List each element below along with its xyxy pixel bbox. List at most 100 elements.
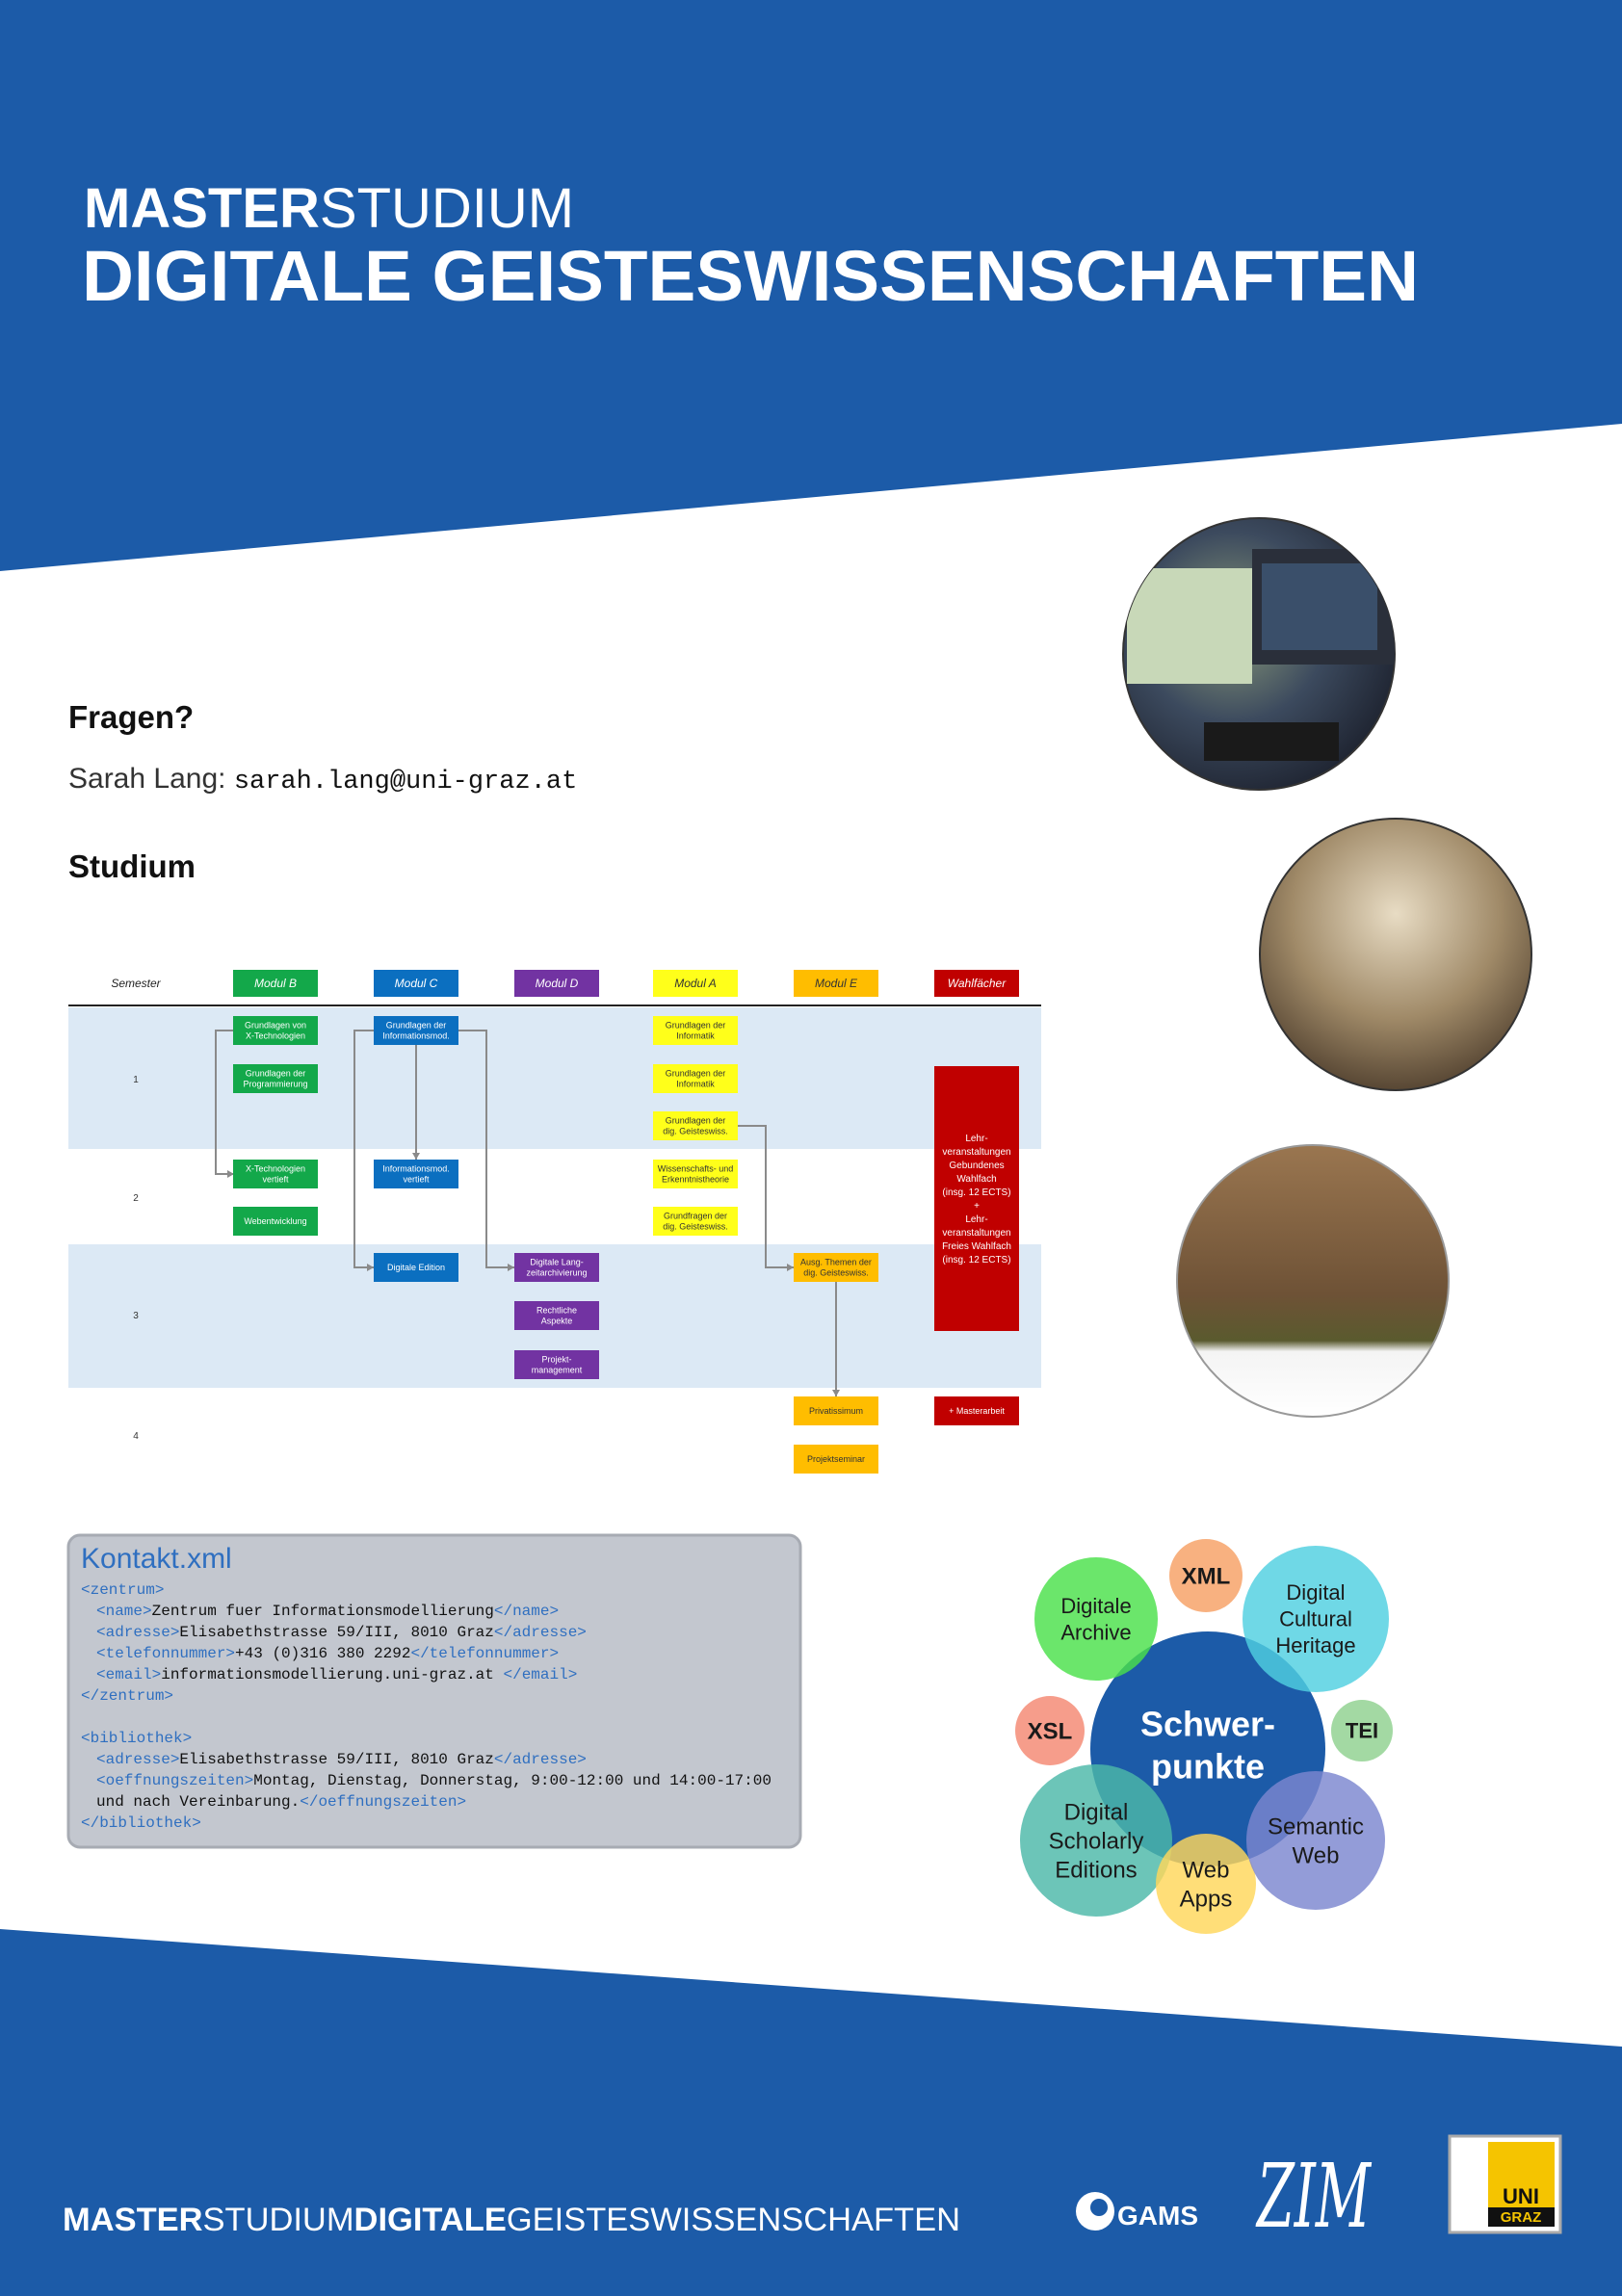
label-line: XSL xyxy=(1028,1718,1073,1744)
code-line: <email>informationsmodellierung.uni-graz… xyxy=(96,1666,577,1683)
topic-bubble xyxy=(1020,1764,1172,1917)
module-header xyxy=(794,970,878,997)
code-tag: <zentrum> xyxy=(81,1581,164,1599)
header-title: MASTERSTUDIUM xyxy=(84,177,574,240)
label: + Masterarbeit xyxy=(949,1406,1005,1416)
label: XSL xyxy=(1028,1718,1073,1744)
label: Grundlagen der dig. Geisteswiss. xyxy=(663,1116,728,1136)
code-line: <bibliothek> xyxy=(81,1730,192,1747)
course-box xyxy=(794,1445,878,1474)
code-title: Kontakt.xml xyxy=(81,1543,232,1575)
course-box xyxy=(653,1064,738,1093)
label: Projektseminar xyxy=(807,1454,865,1464)
logo-text: GAMS xyxy=(1117,2201,1198,2231)
semester-label: 1 xyxy=(133,1075,139,1085)
label-line: Privatissimum xyxy=(809,1406,863,1416)
course-box xyxy=(794,1253,878,1282)
topic-bubble xyxy=(1243,1546,1389,1692)
label-line: Digital xyxy=(1064,1799,1129,1825)
label-line: Heritage xyxy=(1275,1633,1355,1657)
code-line: <adresse>Elisabethstrasse 59/III, 8010 G… xyxy=(96,1751,587,1768)
label: Webentwicklung xyxy=(244,1216,306,1226)
gams-logo: GAMS xyxy=(1076,2192,1198,2231)
label: Privatissimum xyxy=(809,1406,863,1416)
label-line: Apps xyxy=(1180,1886,1233,1912)
topic-bubble xyxy=(1034,1557,1158,1681)
label-line: veranstaltungen xyxy=(942,1228,1010,1239)
label-line: TEI xyxy=(1346,1719,1378,1743)
label: Wissenschafts- und Erkenntnistheorie xyxy=(658,1164,734,1185)
section-heading: Fragen? xyxy=(68,699,194,735)
code-line: <telefonnummer>+43 (0)316 380 2292</tele… xyxy=(96,1645,559,1662)
code-line: </zentrum> xyxy=(81,1687,173,1705)
label-line: X-Technologien xyxy=(246,1164,305,1174)
code-tag: </telefonnummer> xyxy=(410,1645,559,1662)
label-line: Semantic xyxy=(1268,1813,1364,1839)
code-tag: </email> xyxy=(503,1666,577,1683)
contact-line: Sarah Lang: sarah.lang@uni-graz.at xyxy=(68,763,577,796)
code-tag: </oeffnungszeiten> xyxy=(300,1793,466,1811)
label-line: X-Technologien xyxy=(246,1031,305,1041)
label: Digital Cultural Heritage xyxy=(1275,1580,1355,1657)
module-header xyxy=(934,970,1019,997)
topic-bubble xyxy=(1169,1539,1243,1612)
course-box xyxy=(653,1016,738,1045)
label-line: dig. Geisteswiss. xyxy=(803,1268,869,1278)
course-box xyxy=(374,1253,458,1282)
label-line: Digitale xyxy=(1060,1594,1131,1618)
section-heading: Studium xyxy=(68,848,196,884)
topic-bubble xyxy=(1015,1696,1085,1765)
label-line: Digitale Lang- xyxy=(530,1258,584,1267)
footer-band xyxy=(0,1929,1622,2296)
topic-bubble xyxy=(1156,1834,1256,1934)
label-line: Lehr- xyxy=(965,1214,987,1225)
contact-name: Sarah Lang: xyxy=(68,763,225,795)
label: Grundfragen der dig. Geisteswiss. xyxy=(663,1212,728,1232)
label-line: Scholarly xyxy=(1049,1828,1144,1854)
code-tag: </adresse> xyxy=(494,1624,587,1641)
header-subtitle: DIGITALE GEISTESWISSENSCHAFTEN xyxy=(82,236,1419,316)
label-line: Informatik xyxy=(676,1080,715,1089)
label-line: Digital xyxy=(1286,1580,1345,1605)
label-line: vertieft xyxy=(262,1175,289,1185)
module-header xyxy=(653,970,738,997)
label: Grundlagen der Programmierung xyxy=(243,1069,307,1089)
code-line: <zentrum> xyxy=(81,1581,164,1599)
label-line: vertieft xyxy=(403,1175,430,1185)
code-block: <zentrum> <name>Zentrum fuer Informations… xyxy=(81,1581,772,1832)
label-line: Schwer- xyxy=(1140,1705,1275,1744)
label-line: Editions xyxy=(1055,1857,1137,1883)
column-header: Semester xyxy=(111,977,161,990)
footer-part: GEISTESWISSENSCHAFTEN xyxy=(507,2202,960,2238)
code-text: und nach Vereinbarung. xyxy=(96,1793,300,1811)
course-box xyxy=(794,1396,878,1425)
label: XML xyxy=(1182,1563,1231,1589)
label-line: Digitale Edition xyxy=(387,1263,445,1272)
code-tag: </zentrum> xyxy=(81,1687,173,1705)
module-header xyxy=(514,970,599,997)
label: Digitale Lang-zeitarchivierung xyxy=(526,1258,587,1278)
label-line: Grundlagen von xyxy=(245,1021,306,1031)
label-line: Freies Wahlfach xyxy=(942,1241,1011,1252)
footer-part: DIGITALE xyxy=(354,2202,507,2238)
code-text: Elisabethstrasse 59/III, 8010 Graz xyxy=(179,1751,493,1768)
logo-text: GRAZ xyxy=(1501,2209,1542,2226)
code-tag: </adresse> xyxy=(494,1751,587,1768)
course-box xyxy=(514,1350,599,1379)
module-name: Modul E xyxy=(815,977,858,990)
label: Digitale Edition xyxy=(387,1263,445,1272)
photo xyxy=(1259,818,1532,1091)
label-line: Grundlagen der xyxy=(666,1116,726,1126)
header-band xyxy=(0,0,1622,571)
label-line: Web xyxy=(1183,1857,1230,1883)
course-box xyxy=(653,1111,738,1140)
label: Digital Scholarly Editions xyxy=(1049,1799,1144,1883)
course-box xyxy=(233,1016,318,1045)
module-header xyxy=(233,970,318,997)
photo xyxy=(1176,1144,1450,1418)
semester-label: 4 xyxy=(133,1431,139,1442)
code-text: +43 (0)316 380 2292 xyxy=(235,1645,410,1662)
